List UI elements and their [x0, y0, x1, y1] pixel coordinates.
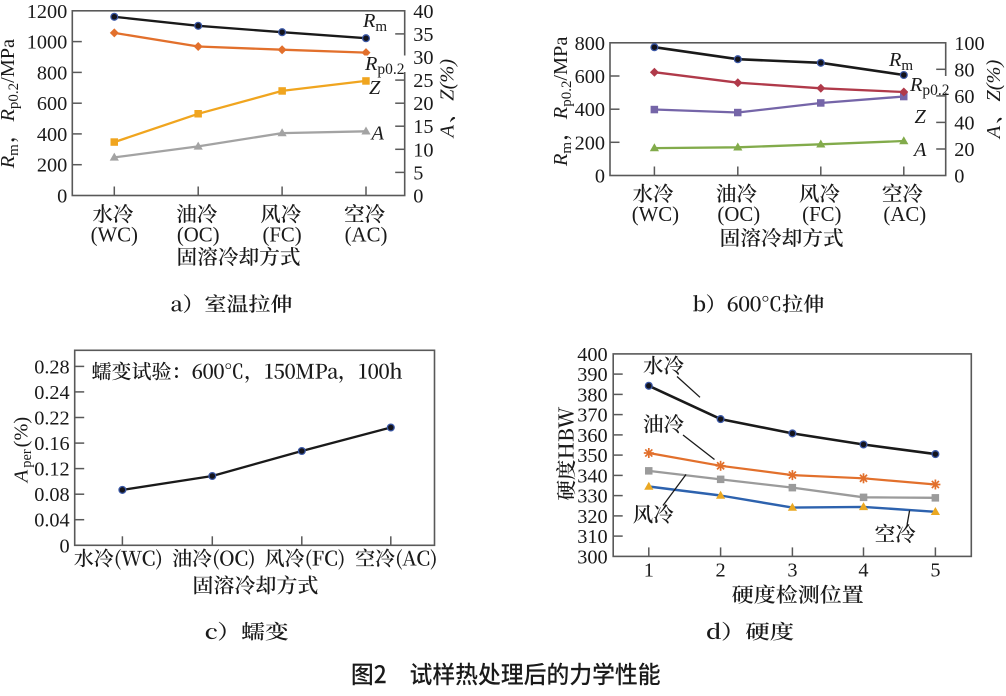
svg-text:600: 600 — [575, 66, 605, 88]
svg-text:p0.2: p0.2 — [377, 61, 404, 78]
svg-text:0.22: 0.22 — [34, 408, 70, 430]
svg-text:(OC): (OC) — [717, 203, 760, 226]
svg-text:R: R — [364, 53, 378, 75]
svg-text:m: m — [375, 19, 387, 35]
svg-text:0.28: 0.28 — [34, 356, 70, 378]
svg-text:(%): (%) — [11, 417, 33, 447]
svg-text:0.12: 0.12 — [34, 459, 70, 481]
svg-text:/MPa: /MPa — [550, 37, 572, 81]
svg-text:10: 10 — [413, 139, 433, 161]
svg-text:25: 25 — [413, 70, 433, 92]
svg-text:R: R — [550, 153, 572, 167]
svg-text:(%): (%) — [983, 60, 1005, 91]
svg-text:320: 320 — [577, 506, 607, 528]
svg-text:p0.2: p0.2 — [559, 81, 575, 107]
svg-text:0: 0 — [60, 535, 70, 557]
svg-text:0.16: 0.16 — [34, 433, 70, 455]
svg-text:Z: Z — [369, 77, 381, 99]
svg-text:20: 20 — [954, 139, 974, 161]
svg-text:per: per — [19, 449, 35, 468]
svg-text:5: 5 — [413, 162, 423, 184]
svg-text:340: 340 — [577, 465, 607, 487]
svg-text:A: A — [370, 123, 385, 145]
svg-text:40: 40 — [954, 112, 974, 134]
svg-text:3: 3 — [787, 560, 797, 582]
svg-text:A: A — [983, 125, 1005, 140]
svg-text:400: 400 — [37, 124, 67, 146]
svg-text:A: A — [437, 124, 459, 139]
svg-text:20: 20 — [413, 93, 433, 115]
svg-text:(%): (%) — [437, 59, 459, 90]
svg-text:350: 350 — [577, 445, 607, 467]
svg-text:Z: Z — [437, 89, 459, 101]
svg-text:0: 0 — [595, 166, 605, 188]
svg-text:R: R — [0, 109, 19, 123]
svg-text:370: 370 — [577, 405, 607, 427]
svg-text:400: 400 — [577, 344, 607, 366]
svg-text:0.04: 0.04 — [34, 510, 70, 532]
svg-text:1000: 1000 — [27, 32, 68, 54]
svg-text:(OC): (OC) — [177, 224, 220, 247]
svg-text:R: R — [909, 74, 923, 96]
svg-text:300: 300 — [577, 546, 607, 568]
svg-text:0: 0 — [954, 166, 964, 188]
svg-text:80: 80 — [954, 59, 974, 81]
svg-text:p0.2: p0.2 — [6, 83, 22, 109]
svg-text:m: m — [901, 58, 913, 74]
svg-text:R: R — [550, 106, 572, 120]
svg-text:30: 30 — [413, 47, 433, 69]
svg-text:p0.2: p0.2 — [922, 82, 949, 99]
svg-text:310: 310 — [577, 526, 607, 548]
svg-text:4: 4 — [858, 560, 868, 582]
svg-text:5: 5 — [930, 560, 940, 582]
svg-text:40: 40 — [413, 1, 433, 23]
svg-text:0: 0 — [57, 186, 67, 208]
svg-text:60: 60 — [954, 86, 974, 108]
svg-text:Z: Z — [915, 106, 927, 128]
svg-text:0.24: 0.24 — [34, 382, 70, 404]
svg-text:m: m — [559, 142, 575, 154]
svg-text:0.08: 0.08 — [34, 484, 70, 506]
svg-text:(FC): (FC) — [802, 203, 841, 226]
svg-text:R: R — [888, 49, 902, 71]
svg-text:R: R — [362, 10, 376, 32]
svg-text:1: 1 — [644, 560, 654, 582]
svg-text:(AC): (AC) — [345, 224, 388, 247]
svg-text:200: 200 — [37, 155, 67, 177]
svg-text:m: m — [6, 144, 22, 156]
svg-text:2: 2 — [716, 560, 726, 582]
svg-text:800: 800 — [575, 33, 605, 55]
svg-text:(WC): (WC) — [91, 224, 138, 247]
svg-text:(AC): (AC) — [883, 203, 926, 226]
svg-text:200: 200 — [575, 132, 605, 154]
svg-text:Z: Z — [983, 90, 1005, 102]
svg-text:R: R — [0, 155, 19, 169]
svg-text:380: 380 — [577, 384, 607, 406]
svg-text:15: 15 — [413, 116, 433, 138]
svg-text:360: 360 — [577, 425, 607, 447]
svg-text:100: 100 — [954, 33, 984, 55]
svg-text:600: 600 — [37, 93, 67, 115]
svg-text:330: 330 — [577, 486, 607, 508]
svg-text:/MPa: /MPa — [0, 39, 19, 83]
svg-text:(FC): (FC) — [262, 224, 301, 247]
svg-text:390: 390 — [577, 364, 607, 386]
svg-text:0: 0 — [413, 186, 423, 208]
svg-text:(WC): (WC) — [632, 203, 679, 226]
svg-text:A: A — [912, 139, 927, 161]
svg-text:400: 400 — [575, 99, 605, 121]
svg-text:A: A — [11, 469, 33, 484]
svg-text:1200: 1200 — [27, 1, 68, 23]
svg-text:35: 35 — [413, 24, 433, 46]
svg-text:800: 800 — [37, 62, 67, 84]
